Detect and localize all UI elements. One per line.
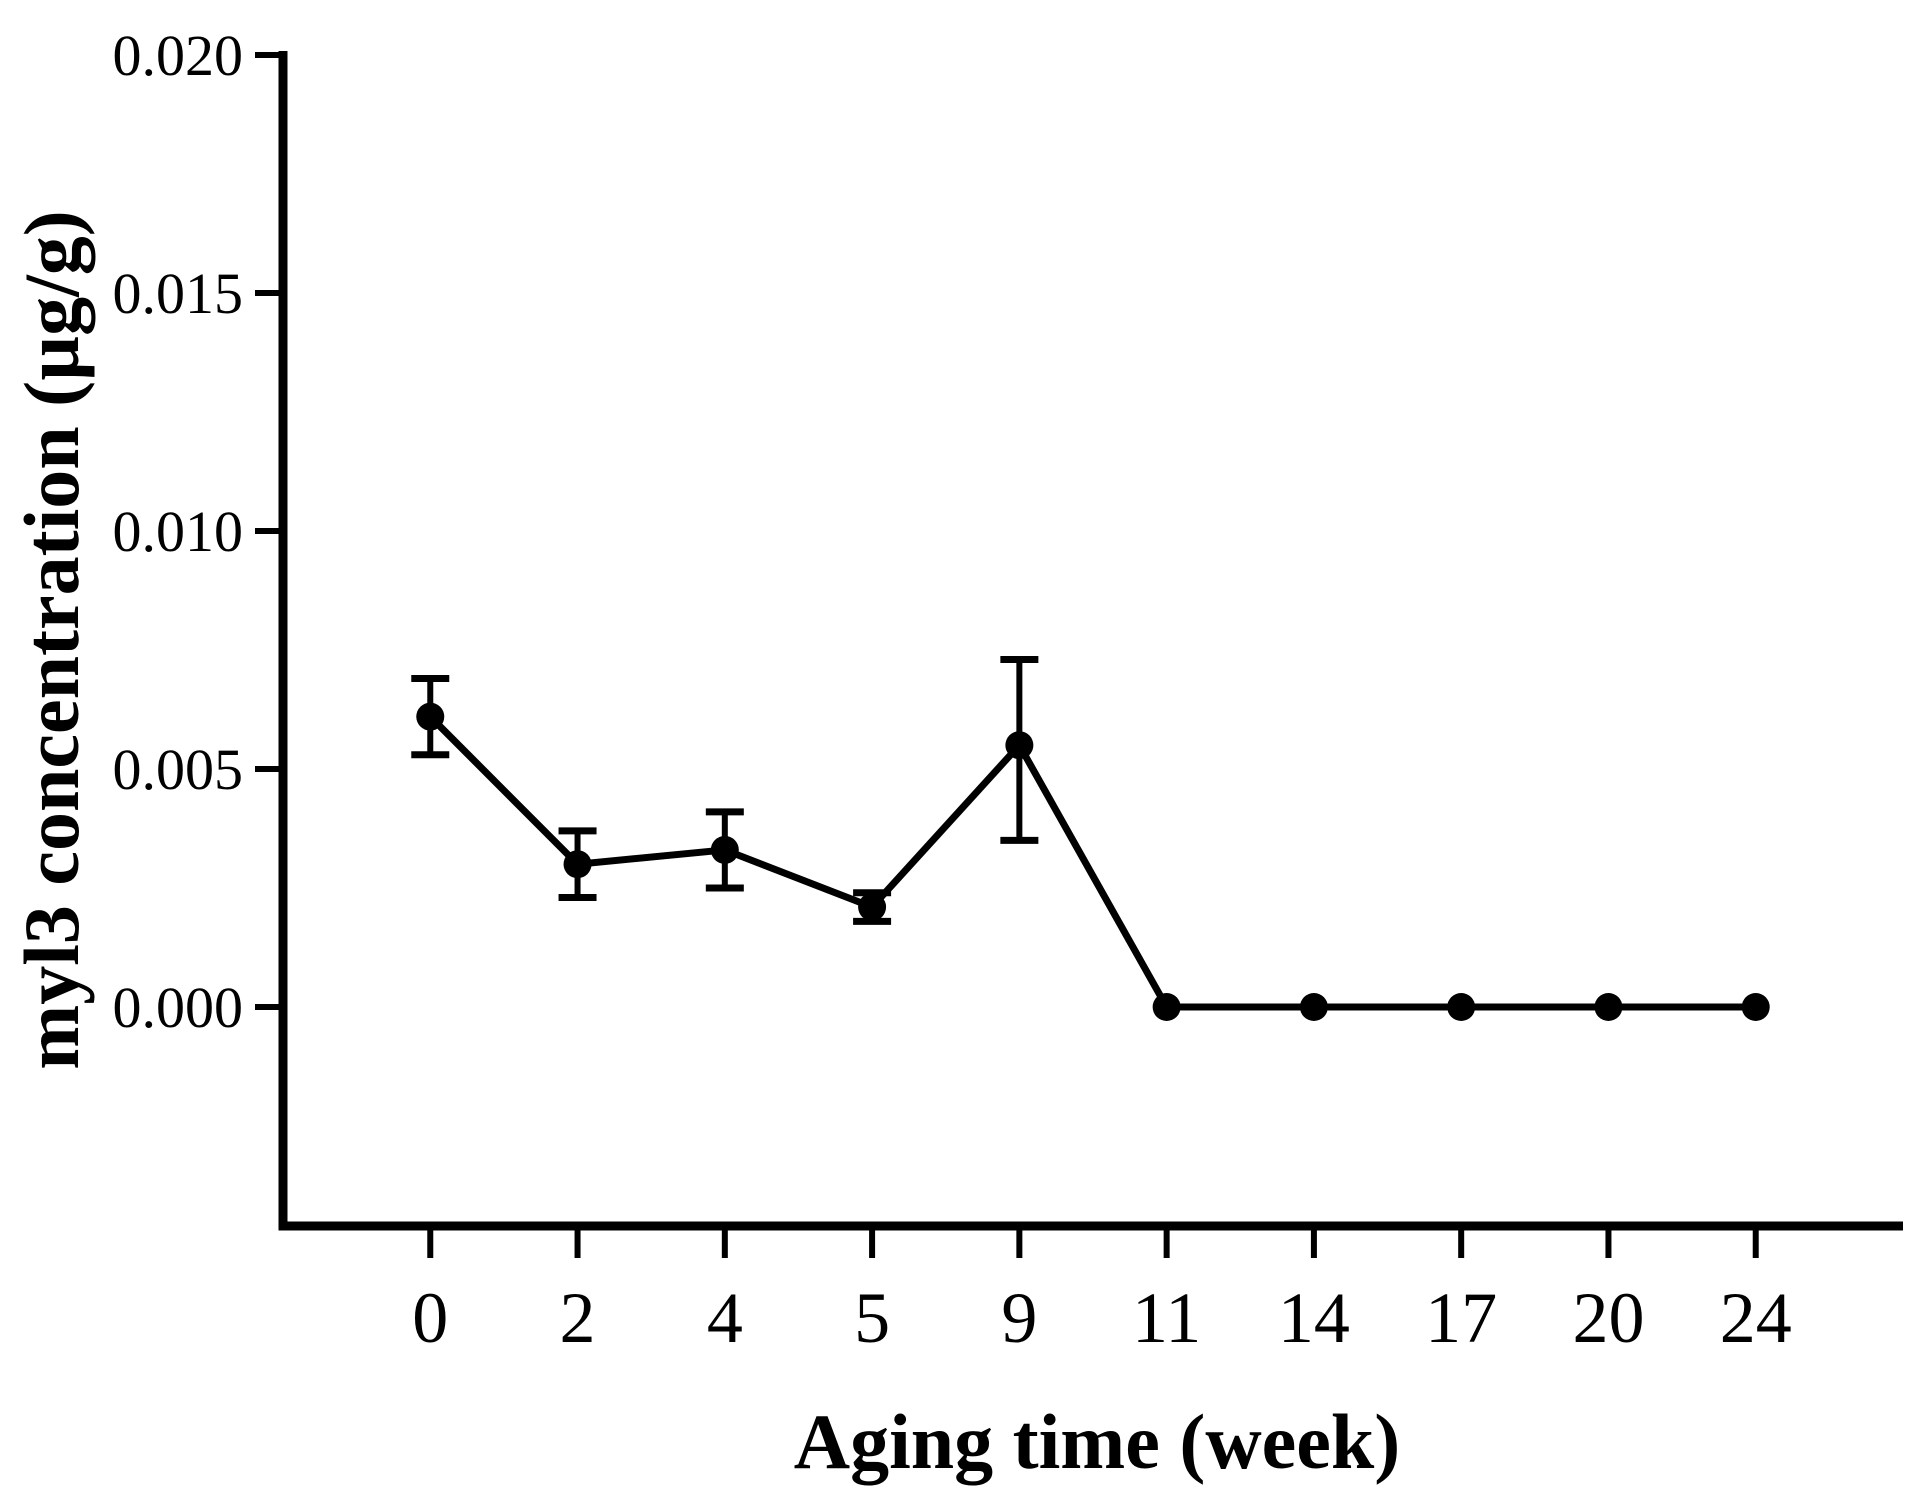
data-point bbox=[1594, 993, 1623, 1021]
data-point bbox=[563, 850, 592, 879]
x-tick-label: 4 bbox=[707, 1278, 743, 1358]
x-tick-label: 9 bbox=[1001, 1278, 1037, 1358]
data-point bbox=[1447, 993, 1476, 1021]
y-axis-title: myl3 concentration (µg/g) bbox=[8, 210, 95, 1070]
x-tick-label: 20 bbox=[1572, 1278, 1644, 1358]
x-tick-label: 11 bbox=[1132, 1278, 1201, 1358]
data-point bbox=[710, 835, 739, 864]
x-tick-label: 0 bbox=[412, 1278, 448, 1358]
data-point bbox=[416, 702, 445, 731]
y-tick-label: 0.005 bbox=[113, 737, 244, 802]
y-tick-label: 0.020 bbox=[113, 23, 244, 88]
y-tick-label: 0.000 bbox=[113, 975, 244, 1040]
x-tick-label: 14 bbox=[1278, 1278, 1350, 1358]
data-point bbox=[1005, 731, 1034, 760]
series-line bbox=[427, 714, 1756, 1011]
data-point bbox=[858, 893, 887, 922]
x-tick-label: 17 bbox=[1425, 1278, 1497, 1358]
x-tick-label: 2 bbox=[560, 1278, 596, 1358]
x-axis-title: Aging time (week) bbox=[793, 1398, 1401, 1485]
y-tick-label: 0.010 bbox=[113, 499, 244, 564]
data-point bbox=[1152, 993, 1181, 1021]
x-tick-label: 24 bbox=[1720, 1278, 1792, 1358]
data-point bbox=[1741, 993, 1770, 1021]
x-tick-label: 5 bbox=[854, 1278, 890, 1358]
data-point bbox=[1299, 993, 1328, 1021]
y-tick-label: 0.015 bbox=[113, 261, 244, 326]
